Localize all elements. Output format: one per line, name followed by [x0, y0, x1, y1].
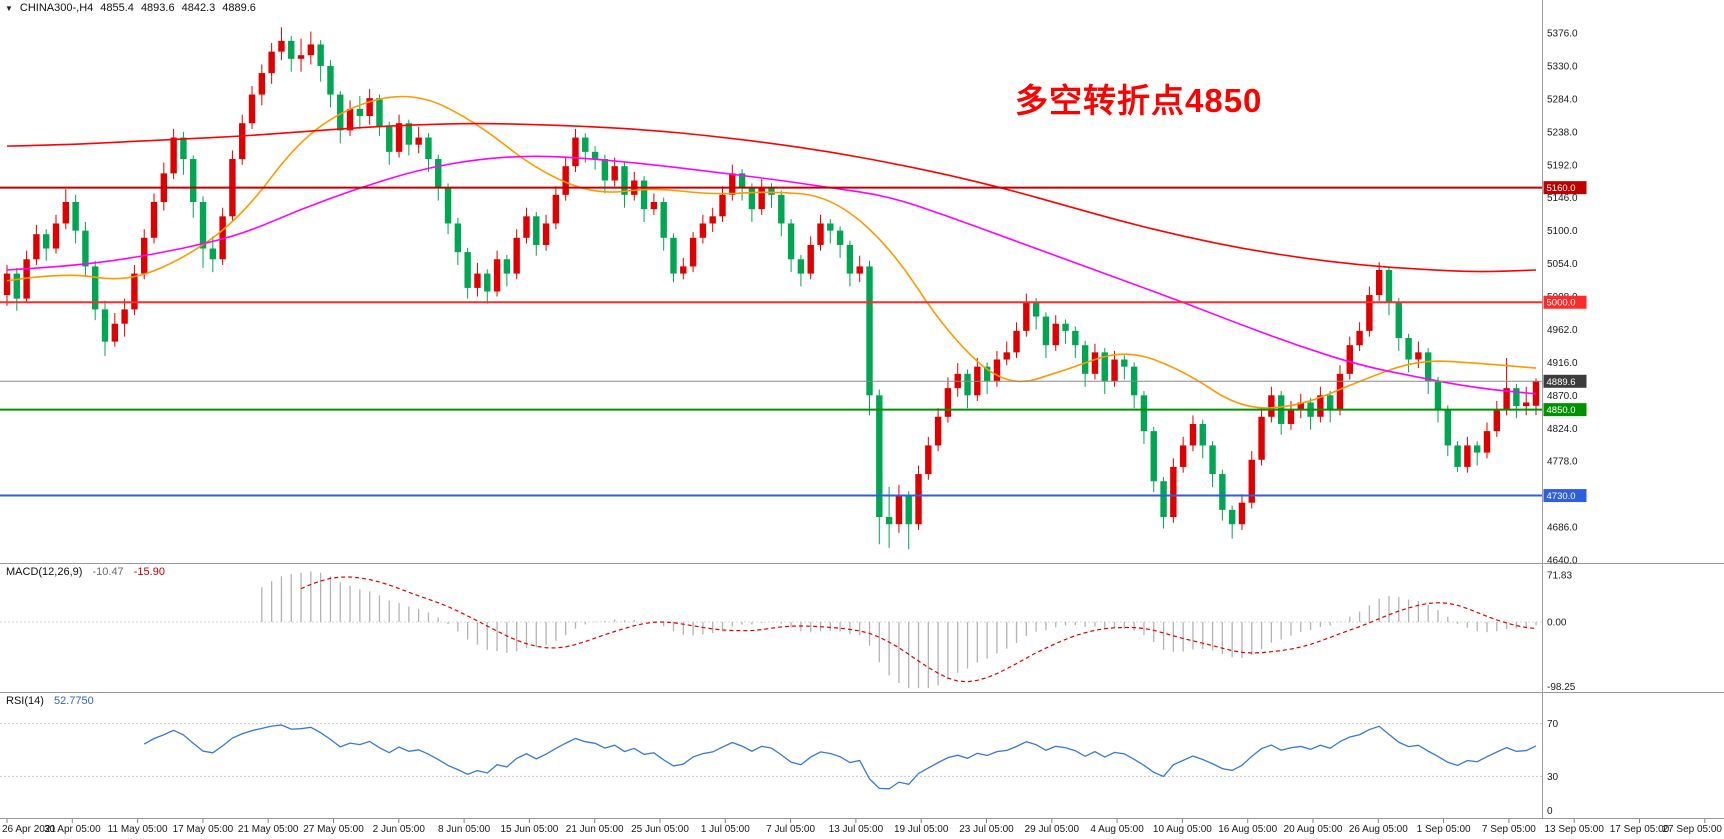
- low-value: 4842.3: [181, 2, 216, 14]
- macd-signal-line: [300, 576, 1537, 683]
- svg-text:4 Aug 05:00: 4 Aug 05:00: [1090, 824, 1144, 835]
- svg-text:25 Jun 05:00: 25 Jun 05:00: [631, 824, 689, 835]
- ma-medium-line: [6, 155, 1537, 395]
- svg-text:21 May 05:00: 21 May 05:00: [238, 824, 299, 835]
- symbol-period-label: CHINA300-,H4: [19, 2, 94, 14]
- high-value: 4893.6: [140, 2, 175, 14]
- svg-text:7 Sep 05:00: 7 Sep 05:00: [1482, 824, 1536, 835]
- svg-text:4730.0: 4730.0: [1547, 491, 1576, 502]
- svg-text:4889.6: 4889.6: [1547, 377, 1576, 388]
- rsi-line: [143, 724, 1537, 790]
- rsi-level-lines: [0, 723, 1542, 777]
- svg-text:5284.0: 5284.0: [1547, 94, 1578, 105]
- svg-text:1 Sep 05:00: 1 Sep 05:00: [1417, 824, 1471, 835]
- svg-text:30 Apr 05:00: 30 Apr 05:00: [44, 824, 101, 835]
- svg-text:27 Sep 05:00: 27 Sep 05:00: [1663, 824, 1723, 835]
- svg-text:0.00: 0.00: [1547, 618, 1567, 629]
- macd-signal-value: -15.90: [133, 566, 165, 578]
- svg-text:30: 30: [1547, 772, 1559, 783]
- svg-text:13 Sep 05:00: 13 Sep 05:00: [1544, 824, 1604, 835]
- svg-text:5330.0: 5330.0: [1547, 61, 1578, 72]
- svg-text:5192.0: 5192.0: [1547, 160, 1578, 171]
- svg-text:70: 70: [1547, 719, 1559, 730]
- svg-text:19 Jul 05:00: 19 Jul 05:00: [894, 824, 949, 835]
- macd-title: MACD(12,26,9): [6, 566, 83, 578]
- svg-text:8 Jun 05:00: 8 Jun 05:00: [438, 824, 491, 835]
- svg-text:21 Jun 05:00: 21 Jun 05:00: [566, 824, 624, 835]
- svg-text:5100.0: 5100.0: [1547, 226, 1578, 237]
- svg-text:0: 0: [1547, 806, 1553, 817]
- svg-text:27 May 05:00: 27 May 05:00: [303, 824, 364, 835]
- svg-text:71.83: 71.83: [1547, 571, 1572, 582]
- macd-main-value: -10.47: [92, 566, 124, 578]
- svg-text:23 Jul 05:00: 23 Jul 05:00: [959, 824, 1014, 835]
- svg-text:4778.0: 4778.0: [1547, 457, 1578, 468]
- price-axis-badges: 5160.0 5000.0 4850.0 4730.0 4889.6: [1543, 181, 1587, 503]
- macd-indicator-header: MACD(12,26,9) -10.47 -15.90: [6, 566, 165, 578]
- svg-text:7 Jul 05:00: 7 Jul 05:00: [766, 824, 815, 835]
- svg-text:-98.25: -98.25: [1547, 682, 1576, 693]
- svg-text:11 May 05:00: 11 May 05:00: [108, 824, 168, 835]
- svg-text:26 Apr 2021: 26 Apr 2021: [2, 824, 56, 835]
- svg-text:5000.0: 5000.0: [1547, 298, 1576, 309]
- rsi-title: RSI(14): [6, 695, 44, 707]
- chart-ohlc-header: ▼ CHINA300-,H4 4855.4 4893.6 4842.3 4889…: [5, 2, 256, 14]
- svg-text:16 Aug 05:00: 16 Aug 05:00: [1218, 824, 1277, 835]
- svg-text:5054.0: 5054.0: [1547, 259, 1578, 270]
- svg-text:15 Jun 05:00: 15 Jun 05:00: [500, 824, 558, 835]
- ma-slow-line: [6, 122, 1537, 273]
- svg-text:4824.0: 4824.0: [1547, 424, 1578, 435]
- svg-text:17 Sep 05:00: 17 Sep 05:00: [1610, 824, 1670, 835]
- panel-separators: [0, 0, 1724, 819]
- macd-axis-labels: 71.83 0.00 -98.25: [1547, 571, 1576, 693]
- rsi-indicator-header: RSI(14) 52.7750: [6, 695, 94, 707]
- svg-text:10 Aug 05:00: 10 Aug 05:00: [1153, 824, 1212, 835]
- svg-text:5160.0: 5160.0: [1547, 183, 1576, 194]
- svg-text:1 Jul 05:00: 1 Jul 05:00: [701, 824, 750, 835]
- svg-text:5238.0: 5238.0: [1547, 127, 1578, 138]
- ma-fast-line: [6, 95, 1537, 409]
- svg-text:29 Jul 05:00: 29 Jul 05:00: [1025, 824, 1080, 835]
- open-value: 4855.4: [100, 2, 134, 14]
- rsi-axis-labels: 70 30 0: [1547, 719, 1559, 817]
- svg-text:5376.0: 5376.0: [1547, 29, 1578, 40]
- svg-text:4686.0: 4686.0: [1547, 523, 1578, 534]
- svg-text:4640.0: 4640.0: [1547, 556, 1578, 567]
- symbol-dropdown-icon[interactable]: ▼: [5, 3, 13, 13]
- rsi-value: 52.7750: [53, 695, 94, 707]
- svg-text:20 Aug 05:00: 20 Aug 05:00: [1284, 824, 1343, 835]
- chart-annotation: 多空转折点4850: [1015, 82, 1263, 119]
- horizontal-lines[interactable]: [0, 186, 1542, 497]
- svg-text:4850.0: 4850.0: [1547, 405, 1576, 416]
- svg-text:4916.0: 4916.0: [1547, 358, 1578, 369]
- svg-text:4962.0: 4962.0: [1547, 325, 1578, 336]
- svg-text:2 Jun 05:00: 2 Jun 05:00: [373, 824, 426, 835]
- macd-histogram: [261, 571, 1537, 689]
- svg-text:5146.0: 5146.0: [1547, 193, 1578, 204]
- close-value: 4889.6: [222, 2, 256, 14]
- candles-layer[interactable]: [3, 27, 1540, 550]
- svg-text:26 Aug 05:00: 26 Aug 05:00: [1349, 824, 1408, 835]
- svg-text:13 Jul 05:00: 13 Jul 05:00: [829, 824, 884, 835]
- svg-text:4870.0: 4870.0: [1547, 391, 1578, 402]
- svg-text:17 May 05:00: 17 May 05:00: [173, 824, 234, 835]
